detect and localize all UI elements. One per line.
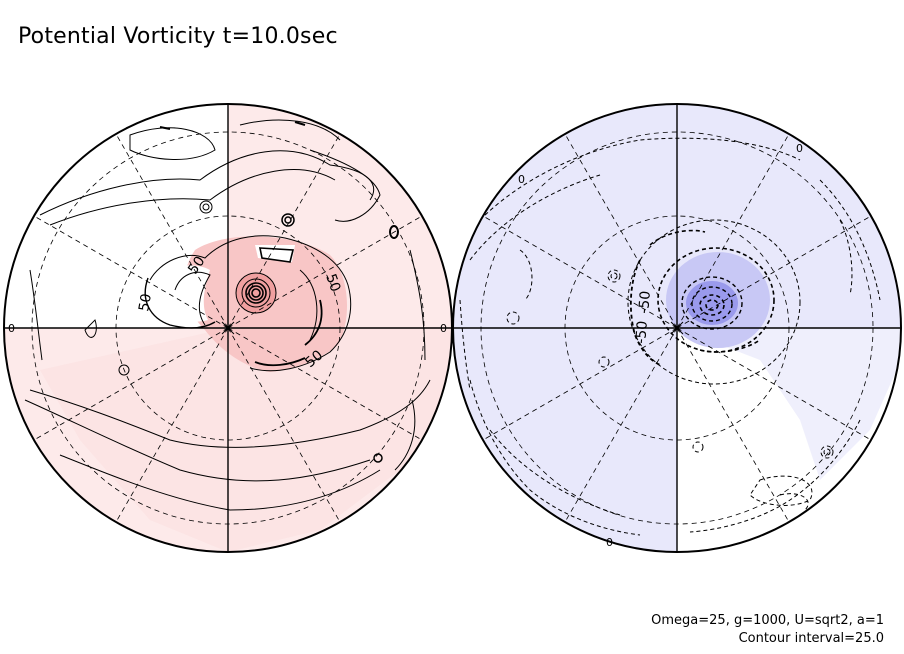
contour-label: 50 (136, 292, 155, 312)
edge-label: 0 (606, 536, 613, 549)
contour-label: -50 (636, 290, 654, 314)
edge-label: 0 (8, 322, 15, 335)
edge-label: 0 (796, 142, 803, 155)
edge-label: 0 (440, 322, 447, 335)
right-hemisphere-map: -50 -50 0 0 0 (452, 103, 902, 553)
hemisphere-boundary (452, 103, 902, 553)
contour-label: -50 (633, 320, 651, 344)
plot-title: Potential Vorticity t=10.0sec (18, 24, 338, 49)
contour-interval-label: Contour interval=25.0 (738, 631, 884, 646)
parameter-annotation: Omega=25, g=1000, U=sqrt2, a=1 Contour i… (651, 612, 884, 648)
edge-label: 0 (518, 173, 525, 186)
contour-label: 50 (322, 272, 343, 294)
left-hemisphere-map: 50 50 50 50 0 0 (3, 103, 453, 553)
negative-region-shading (453, 328, 677, 552)
model-parameters: Omega=25, g=1000, U=sqrt2, a=1 (651, 613, 884, 628)
